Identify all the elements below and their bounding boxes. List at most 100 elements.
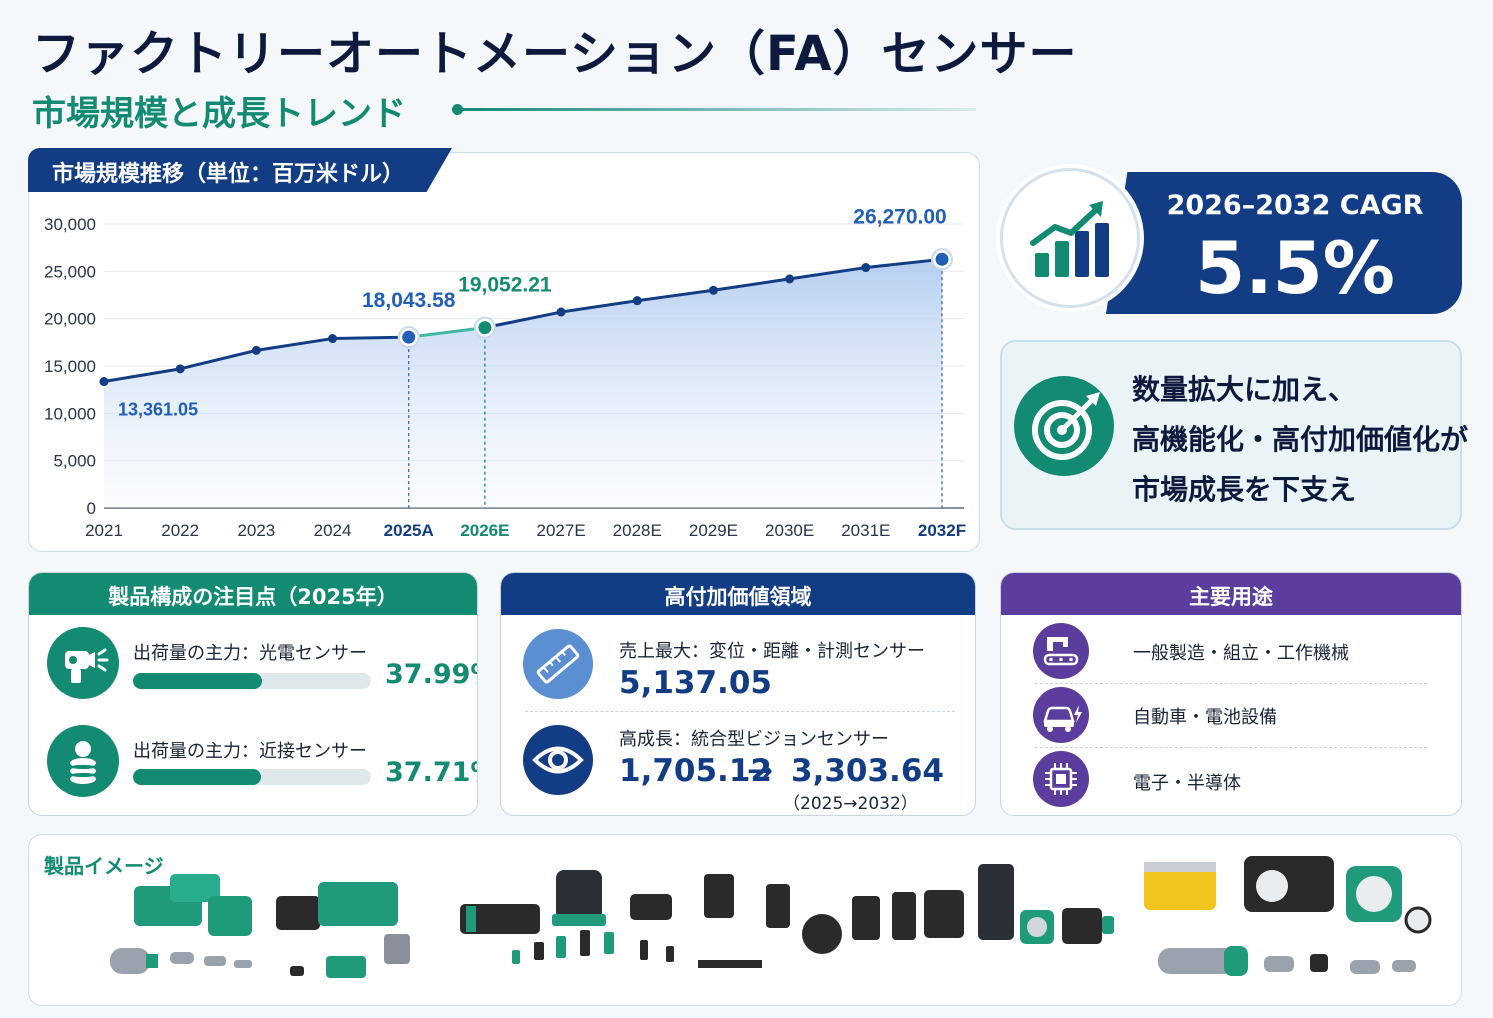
applications-title: 主要用途: [1001, 573, 1461, 615]
series-line-segment: [484, 310, 562, 330]
x-tick-label: 2031E: [841, 521, 890, 540]
vision-sensor-value-2032: 3,303.64: [791, 753, 944, 789]
series-line-segment: [332, 335, 409, 341]
x-tick-label: 2021: [85, 521, 123, 540]
car-battery-icon: [1033, 687, 1089, 743]
data-label: 19,052.21: [458, 274, 552, 297]
data-point: [708, 285, 718, 295]
applications-panel: 主要用途 一般製造・組立・工作機械 自動車・電池設備: [1000, 572, 1462, 816]
x-tick-label: 2028E: [613, 521, 662, 540]
page-title: ファクトリーオートメーション（FA）センサー: [32, 26, 1078, 82]
proximity-share-pct: 37.71%: [385, 757, 477, 788]
product-mix-label-1: 出荷量の主力：光電センサー: [133, 643, 367, 664]
application-label-3: 電子・半導体: [1133, 773, 1241, 794]
data-point: [99, 377, 109, 387]
data-point: [785, 274, 795, 284]
displacement-sensor-value: 5,137.05: [619, 665, 772, 701]
area-fill: [104, 259, 942, 508]
vision-sensor-value-2025: 1,705.12: [619, 753, 772, 789]
conveyor-robot-icon: [1033, 623, 1089, 679]
chart-title: 市場規模推移（単位：百万米ドル）: [28, 148, 452, 192]
series-line-segment: [713, 277, 790, 292]
series-line-segment: [179, 348, 257, 371]
application-label-1: 一般製造・組立・工作機械: [1133, 643, 1349, 664]
x-tick-label: 2024: [314, 521, 352, 540]
data-point: [935, 252, 949, 266]
data-point: [632, 296, 642, 306]
high-value-label-2: 高成長：統合型ビジョンセンサー: [619, 729, 889, 750]
product-mix-panel: 製品構成の注目点（2025年） 出荷量の主力：光電センサー 37.99% 出荷量…: [28, 572, 478, 816]
data-label: 26,270.00: [853, 205, 946, 228]
data-label: 13,361.05: [118, 400, 198, 420]
y-tick-label: 15,000: [44, 357, 96, 376]
data-label: 18,043.58: [362, 289, 456, 312]
application-label-2: 自動車・電池設備: [1133, 707, 1277, 728]
growth-arrow: →: [747, 753, 773, 789]
divider: [1035, 683, 1427, 684]
data-point: [328, 334, 338, 344]
eye-icon: [523, 725, 593, 795]
photoelectric-share-fill: [133, 673, 263, 689]
x-tick-label: 2027E: [537, 521, 586, 540]
series-line-segment: [865, 257, 943, 270]
high-value-panel: 高付加価値領域 売上最大：変位・距離・計測センサー 5,137.05 高成長：統…: [500, 572, 976, 816]
series-line-segment: [256, 337, 333, 352]
divider: [1035, 747, 1427, 748]
proximity-sensor-icon: [47, 725, 119, 797]
data-point: [175, 364, 185, 374]
data-point: [556, 307, 566, 317]
series-line-segment: [560, 299, 638, 314]
product-images-card: [28, 834, 1462, 1006]
high-value-label-1: 売上最大：変位・距離・計測センサー: [619, 641, 925, 662]
x-tick-label: 2022: [161, 521, 199, 540]
data-point: [251, 345, 261, 355]
sensor-product-illustrations: [110, 856, 1432, 978]
driver-line-3: 市場成長を下支え: [1132, 473, 1357, 506]
y-tick-label: 30,000: [44, 215, 96, 234]
x-tick-label: 2023: [237, 521, 275, 540]
data-point: [478, 321, 492, 335]
series-line-segment: [789, 266, 867, 281]
data-point: [861, 263, 871, 273]
ultrasonic-sensor-products: [1144, 856, 1432, 976]
x-tick-label: 2025A: [384, 521, 434, 540]
y-tick-label: 10,000: [44, 404, 96, 423]
y-tick-label: 0: [87, 499, 96, 518]
x-tick-label: 2029E: [689, 521, 738, 540]
y-tick-label: 25,000: [44, 262, 96, 281]
proximity-share-bar: [133, 769, 371, 785]
cagr-box: [1106, 172, 1462, 314]
page-subtitle: 市場規模と成長トレンド: [32, 94, 406, 134]
product-mix-label-2: 出荷量の主力：近接センサー: [133, 741, 367, 762]
ruler-icon: [523, 629, 593, 699]
chip-icon: [1033, 751, 1089, 807]
proximity-sensor-products: [110, 874, 410, 978]
x-tick-label: 2032F: [918, 521, 966, 540]
photoelectric-share-bar: [133, 673, 371, 689]
growth-chart-icon: [1000, 168, 1140, 308]
y-tick-label: 20,000: [44, 310, 96, 329]
y-tick-label: 5,000: [53, 452, 96, 471]
high-value-title: 高付加価値領域: [501, 573, 975, 615]
product-images-label: 製品イメージ: [44, 854, 164, 878]
vision-sensor-products: [802, 864, 1114, 954]
photoelectric-share-pct: 37.99%: [385, 659, 477, 690]
vision-sensor-period: （2025→2032）: [783, 794, 918, 814]
product-mix-title: 製品構成の注目点（2025年）: [29, 573, 477, 615]
driver-line-2: 高機能化・高付加価値化が: [1132, 423, 1469, 456]
target-icon: [1014, 376, 1114, 476]
cagr-label: 2026–2032 CAGR: [1166, 190, 1424, 221]
subtitle-line: [456, 108, 976, 111]
series-line-segment: [408, 326, 486, 339]
x-tick-label: 2030E: [765, 521, 814, 540]
photoelectric-sensor-icon: [47, 627, 119, 699]
cagr-value: 5.5%: [1195, 226, 1395, 310]
photoelectric-sensor-products: [460, 870, 790, 968]
series-line-segment: [637, 288, 714, 303]
data-point: [402, 330, 416, 344]
x-tick-label: 2026E: [460, 521, 509, 540]
divider: [525, 711, 955, 712]
proximity-share-fill: [133, 769, 262, 785]
series-line-segment: [103, 367, 181, 383]
